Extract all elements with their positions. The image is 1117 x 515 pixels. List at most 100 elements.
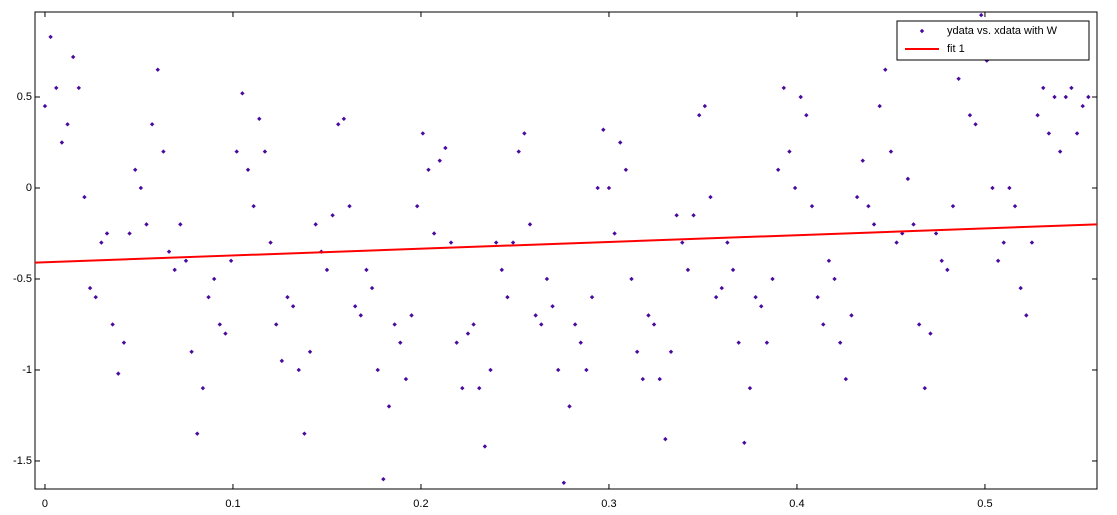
x-tick-label: 0.5 [977,498,992,510]
legend-box [896,20,1090,61]
data-point [787,149,792,154]
data-point [443,145,448,151]
data-point [894,240,899,245]
data-point [302,431,307,436]
data-point [945,267,950,273]
data-point [618,140,623,145]
data-point [606,185,612,191]
data-point [133,167,138,172]
data-point [375,367,380,373]
legend-label: fit 1 [947,43,965,55]
data-point [730,267,736,273]
data-point [1086,94,1091,100]
data-point [437,158,442,163]
data-point [240,91,245,96]
data-point [905,176,911,182]
data-point [471,322,476,327]
data-point [172,267,177,273]
data-point [1024,313,1029,318]
data-point [189,349,194,354]
data-point [561,480,567,486]
data-point [206,294,211,300]
data-point [719,285,724,291]
data-point [533,313,538,318]
data-point [550,304,555,309]
data-point [612,231,617,236]
data-point [313,222,318,227]
data-point [431,231,437,236]
data-point [809,203,815,209]
data-point [352,304,358,309]
data-point [341,116,347,122]
data-point [804,112,809,118]
data-point [1052,94,1057,100]
data-point [460,385,465,391]
data-point [1007,185,1012,191]
data-point [116,371,121,376]
data-point [200,385,206,391]
data-point [1041,85,1046,91]
data-point [330,213,335,218]
data-point [567,404,572,409]
fit-line [35,223,1097,264]
data-point [1001,240,1006,245]
data-point [336,122,341,127]
data-point [764,340,770,345]
data-point [950,203,956,209]
data-point [161,149,166,154]
data-point [702,103,708,109]
data-point [995,258,1001,263]
data-point [392,322,397,327]
data-point [837,340,843,345]
data-point [448,240,454,245]
data-point [544,276,550,282]
data-point [657,376,662,382]
data-point [854,194,860,200]
data-point [668,349,674,354]
x-tick-label: 0 [42,498,48,510]
data-point [973,122,978,127]
data-point [59,140,65,145]
data-point [257,116,262,122]
data-point [646,313,651,318]
x-tick-label: 0.1 [225,498,240,510]
data-point [104,231,110,236]
data-point [426,167,431,172]
data-point [691,213,696,218]
data-point [54,85,59,91]
data-point [409,313,414,318]
data-point [640,376,645,382]
data-point [274,322,279,327]
data-point [76,85,82,91]
data-point [1046,131,1052,136]
data-point [877,103,882,109]
data-point [93,294,98,300]
data-point [753,294,758,300]
x-tick-label: 0.4 [789,498,804,510]
data-point [522,131,527,136]
data-point [911,222,916,227]
y-tick-label: -1.5 [13,455,32,467]
data-point [217,322,223,327]
data-point [48,34,53,40]
data-point [454,340,459,345]
data-point [584,367,589,373]
data-point [815,294,820,300]
data-point [155,67,160,72]
data-point [916,322,922,327]
data-point [228,258,234,263]
data-point [770,276,775,282]
data-point [381,476,386,482]
data-point [149,122,155,127]
data-point [127,231,132,236]
data-point [290,304,296,309]
data-point [792,185,798,191]
data-point [279,358,285,364]
data-point [589,294,595,300]
data-point [234,149,239,154]
data-point [166,249,172,254]
data-point [99,240,104,245]
data-point [736,340,741,345]
data-point [866,203,871,209]
legend-marker [919,28,925,34]
